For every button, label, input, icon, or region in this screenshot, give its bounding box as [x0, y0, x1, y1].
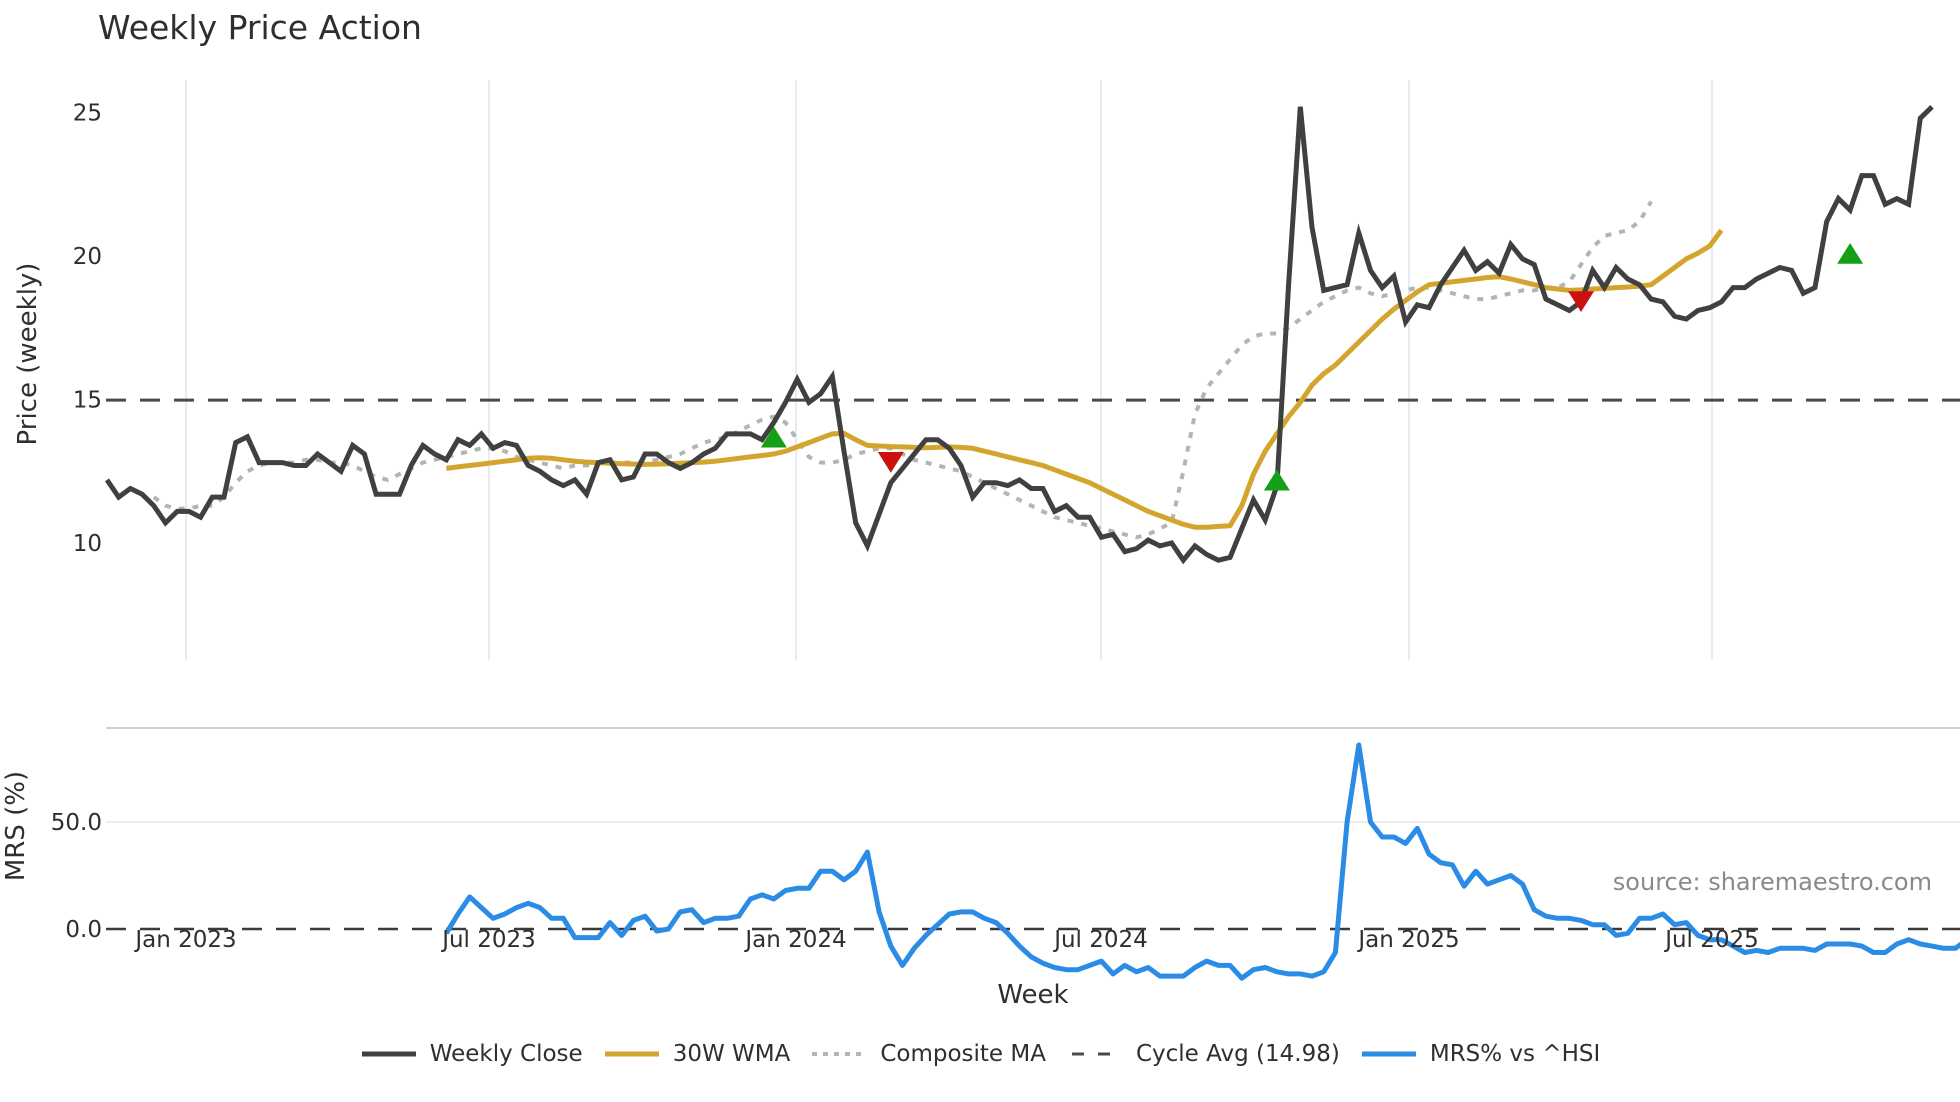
- x-tick-label: Jul 2023: [440, 927, 536, 953]
- legend-item[interactable]: Weekly Close: [360, 1041, 583, 1067]
- x-tick-label: Jul 2025: [1663, 927, 1759, 953]
- legend-label: Composite MA: [880, 1041, 1046, 1067]
- legend-swatch-icon: [604, 1051, 659, 1057]
- composite-ma-line: [152, 200, 1653, 540]
- signal-markers: [760, 243, 1864, 491]
- price-y-axis-label: Price (weekly): [13, 263, 43, 446]
- legend-label: 30W WMA: [672, 1041, 791, 1067]
- buy-signal-marker: [760, 426, 787, 448]
- x-tick-label: Jan 2023: [133, 927, 236, 953]
- y-tick-label: 50.0: [51, 810, 102, 836]
- price-y-ticks: 10 15 20 25: [73, 101, 102, 558]
- y-tick-label: 20: [73, 244, 102, 270]
- x-tick-label: Jul 2024: [1052, 927, 1148, 953]
- wma30-line: [445, 228, 1724, 530]
- buy-signal-marker: [1263, 469, 1290, 491]
- legend-label: Cycle Avg (14.98): [1135, 1041, 1340, 1067]
- buy-signal-marker: [1837, 243, 1864, 264]
- sell-signal-marker: [877, 451, 904, 473]
- legend-swatch-icon: [361, 1051, 416, 1057]
- legend-item[interactable]: MRS% vs ^HSI: [1360, 1041, 1600, 1067]
- x-axis-label: Week: [997, 980, 1068, 1010]
- chart-title: Weekly Price Action: [98, 8, 422, 47]
- legend-label: MRS% vs ^HSI: [1429, 1041, 1601, 1067]
- mrs-y-ticks: 0.0 50.0: [51, 810, 102, 943]
- legend-item[interactable]: 30W WMA: [603, 1041, 791, 1067]
- legend-swatch-icon: [812, 1052, 867, 1056]
- x-tick-label: Jan 2025: [1356, 927, 1459, 953]
- x-axis-ticks: Jan 2023 Jul 2023 Jan 2024 Jul 2024 Jan 2025…: [133, 927, 1758, 953]
- y-tick-label: 10: [73, 531, 102, 557]
- y-tick-label: 25: [73, 101, 102, 127]
- vertical-gridlines: [185, 80, 1713, 660]
- x-tick-label: Jan 2024: [743, 927, 846, 953]
- mrs-line: [444, 742, 1960, 981]
- legend-item[interactable]: Cycle Avg (14.98): [1066, 1041, 1340, 1067]
- sell-signal-marker: [1568, 291, 1595, 313]
- legend-swatch-icon: [1361, 1051, 1416, 1057]
- weekly-close-line: [104, 105, 1934, 565]
- mrs-y-axis-label: MRS (%): [1, 771, 31, 881]
- legend-swatch-icon: [1071, 1052, 1122, 1056]
- legend-item[interactable]: Composite MA: [810, 1041, 1046, 1067]
- y-tick-label: 15: [73, 388, 102, 414]
- legend: Weekly Close 30W WMA Composite MA Cycle Avg…: [0, 1034, 1960, 1074]
- source-watermark: source: sharemaestro.com: [1613, 868, 1932, 896]
- legend-label: Weekly Close: [429, 1041, 583, 1067]
- y-tick-label: 0.0: [65, 917, 102, 943]
